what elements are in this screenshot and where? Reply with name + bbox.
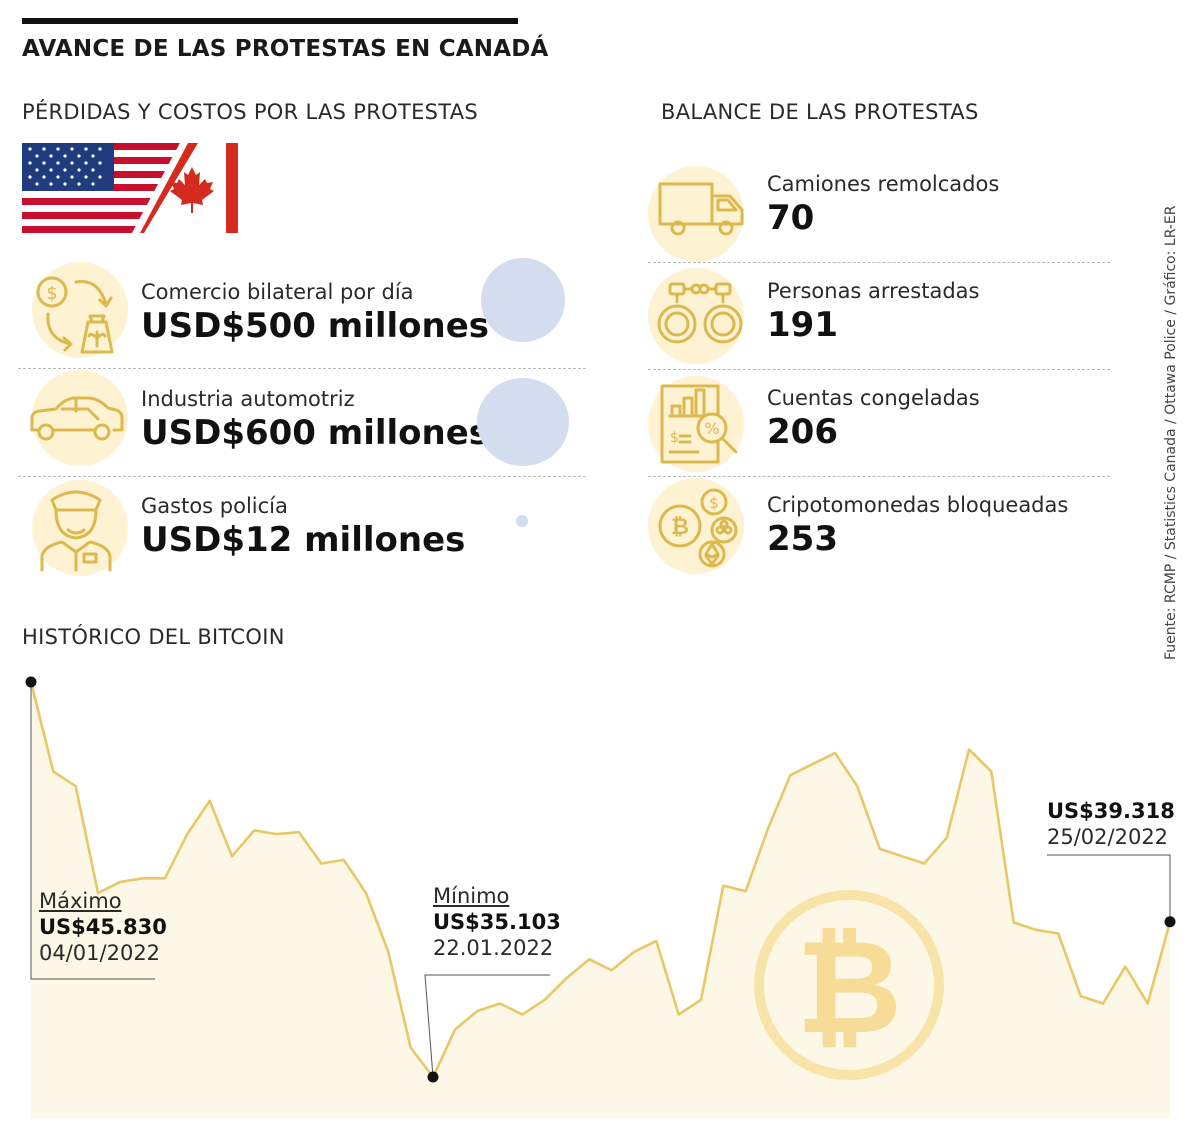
right-item-2-label: Personas arrestadas <box>767 279 980 303</box>
handcuffs-icon <box>657 282 743 344</box>
left-item-3-value: USD$12 millones <box>141 520 466 560</box>
losses-heading: PÉRDIDAS Y COSTOS POR LAS PROTESTAS <box>22 100 479 124</box>
right-item-4-value: 253 <box>767 519 838 559</box>
last-annotation-value: US$39.318 <box>1047 799 1175 823</box>
last-annotation: US$39.318 25/02/2022 <box>1047 798 1175 850</box>
row-divider <box>648 369 1110 370</box>
row-divider <box>648 476 1110 477</box>
min-annotation-date: 22.01.2022 <box>433 936 554 960</box>
svg-text:$: $ <box>670 430 679 446</box>
frozen-accounts-document-icon: $ % <box>660 384 738 464</box>
right-item-2-value: 191 <box>767 305 838 345</box>
right-item-1-label: Camiones remolcados <box>767 172 1000 196</box>
min-leader-line <box>424 974 550 1078</box>
left-item-1-label: Comercio bilateral por día <box>141 280 414 304</box>
truck-icon-background <box>648 166 744 262</box>
trade-exchange-icon: $ <box>36 276 114 354</box>
row-divider <box>18 368 586 369</box>
max-annotation-date: 04/01/2022 <box>39 941 161 965</box>
left-item-2-value: USD$600 millones <box>141 413 490 453</box>
left-item-2-label: Industria automotriz <box>141 387 355 411</box>
page-title: AVANCE DE LAS PROTESTAS EN CANADÁ <box>22 36 549 62</box>
right-item-3-value: 206 <box>767 412 838 452</box>
title-rule <box>22 18 518 24</box>
value-bubble <box>477 378 569 466</box>
truck-icon <box>658 182 744 236</box>
value-bubble <box>481 258 565 342</box>
svg-text:$: $ <box>46 283 57 304</box>
cryptocurrency-coins-icon: ₿ $ <box>658 488 738 568</box>
value-bubble <box>516 515 528 527</box>
row-divider <box>18 476 586 477</box>
max-annotation: Máximo US$45.830 04/01/2022 <box>39 888 167 966</box>
max-annotation-title: Máximo <box>39 889 122 913</box>
balance-heading: BALANCE DE LAS PROTESTAS <box>661 100 979 124</box>
svg-text:%: % <box>704 419 719 438</box>
svg-text:₿: ₿ <box>796 911 902 1063</box>
us-canada-flag-icon <box>22 143 238 233</box>
chart-area <box>31 682 1170 1118</box>
left-item-1-value: USD$500 millones <box>141 306 490 346</box>
chart-title: HISTÓRICO DEL BITCOIN <box>22 625 285 649</box>
max-annotation-value: US$45.830 <box>39 915 167 939</box>
bitcoin-price-line <box>29 681 1172 1079</box>
police-icon-background <box>32 480 128 576</box>
min-annotation-title: Mínimo <box>433 884 510 908</box>
bitcoin-watermark-icon: ₿ <box>754 890 944 1080</box>
svg-text:$: $ <box>709 494 719 512</box>
max-leader-line <box>30 682 155 980</box>
car-icon <box>30 396 124 441</box>
car-icon-background <box>32 370 128 466</box>
police-officer-icon <box>40 490 112 572</box>
min-point <box>427 1071 439 1083</box>
right-item-3-label: Cuentas congeladas <box>767 386 980 410</box>
min-annotation: Mínimo US$35.103 22.01.2022 <box>433 883 561 961</box>
last-leader-line <box>1047 854 1171 922</box>
right-item-4-label: Cripotomonedas bloqueadas <box>767 493 1069 517</box>
max-point <box>25 676 37 688</box>
min-annotation-value: US$35.103 <box>433 910 561 934</box>
last-point <box>1164 916 1176 928</box>
row-divider <box>648 262 1110 263</box>
last-annotation-date: 25/02/2022 <box>1047 825 1169 849</box>
right-item-1-value: 70 <box>767 198 815 238</box>
svg-text:₿: ₿ <box>671 515 689 540</box>
left-item-3-label: Gastos policía <box>141 494 288 518</box>
